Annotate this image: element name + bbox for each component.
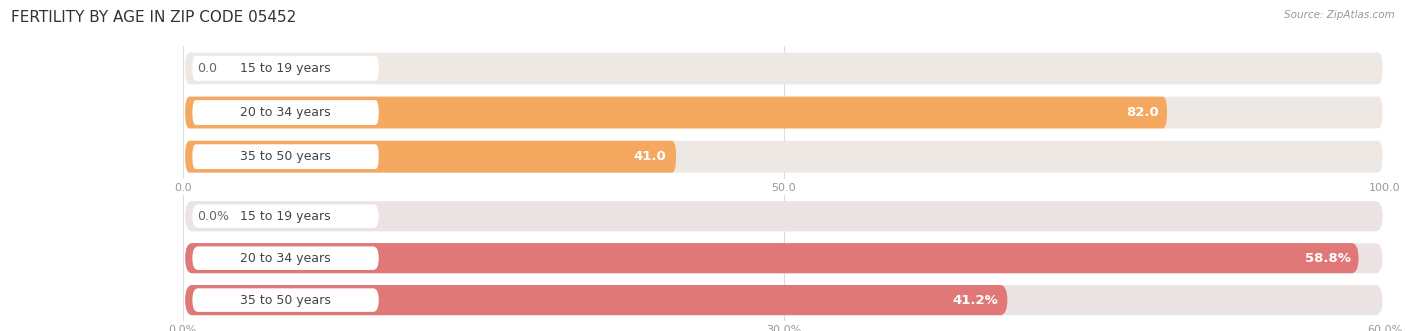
- Text: Source: ZipAtlas.com: Source: ZipAtlas.com: [1284, 10, 1395, 20]
- FancyBboxPatch shape: [186, 201, 1382, 231]
- FancyBboxPatch shape: [186, 97, 1382, 128]
- Text: 20 to 34 years: 20 to 34 years: [240, 106, 330, 119]
- FancyBboxPatch shape: [186, 243, 1382, 273]
- Text: 20 to 34 years: 20 to 34 years: [240, 252, 330, 265]
- FancyBboxPatch shape: [186, 53, 1382, 84]
- Text: 58.8%: 58.8%: [1305, 252, 1351, 265]
- FancyBboxPatch shape: [186, 141, 676, 172]
- Text: FERTILITY BY AGE IN ZIP CODE 05452: FERTILITY BY AGE IN ZIP CODE 05452: [11, 10, 297, 25]
- Text: 0.0%: 0.0%: [197, 210, 229, 223]
- FancyBboxPatch shape: [193, 246, 378, 270]
- FancyBboxPatch shape: [193, 288, 378, 312]
- Text: 41.2%: 41.2%: [953, 294, 998, 307]
- FancyBboxPatch shape: [186, 285, 1007, 315]
- Text: 15 to 19 years: 15 to 19 years: [240, 210, 330, 223]
- Text: 41.0: 41.0: [633, 150, 666, 163]
- FancyBboxPatch shape: [193, 56, 378, 81]
- Text: 82.0: 82.0: [1126, 106, 1159, 119]
- FancyBboxPatch shape: [193, 144, 378, 169]
- Text: 15 to 19 years: 15 to 19 years: [240, 62, 330, 75]
- Text: 35 to 50 years: 35 to 50 years: [240, 294, 330, 307]
- FancyBboxPatch shape: [186, 243, 1358, 273]
- FancyBboxPatch shape: [193, 205, 378, 228]
- Text: 0.0: 0.0: [197, 62, 217, 75]
- FancyBboxPatch shape: [186, 285, 1382, 315]
- Text: 35 to 50 years: 35 to 50 years: [240, 150, 330, 163]
- FancyBboxPatch shape: [193, 100, 378, 125]
- FancyBboxPatch shape: [186, 97, 1167, 128]
- FancyBboxPatch shape: [186, 141, 1382, 172]
